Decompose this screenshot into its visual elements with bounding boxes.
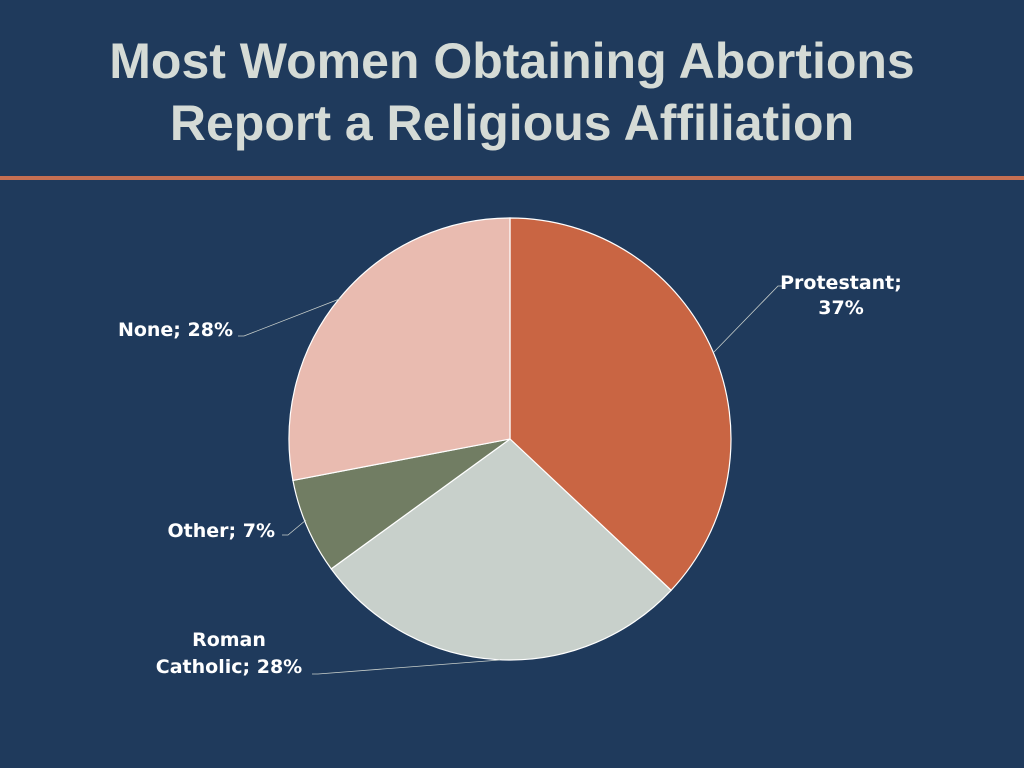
leader-line-none	[238, 297, 343, 337]
pie-slice-roman-catholic	[330, 438, 672, 661]
data-label-line: 37%	[818, 297, 863, 319]
leader-line-roman-catholic	[312, 659, 501, 675]
data-label-roman-catholic: Roman Catholic; 28%	[156, 629, 302, 678]
title-line-2: Report a Religious Affiliation	[169, 95, 855, 151]
data-label-line: Other; 7%	[168, 520, 276, 542]
leader-line-protestant	[713, 285, 784, 353]
data-label-none: None; 28%	[118, 319, 233, 341]
data-label-line: Catholic; 28%	[156, 656, 302, 678]
data-label-line: Roman	[192, 629, 266, 651]
data-label-line: Protestant;	[780, 272, 902, 294]
data-label-other: Other; 7%	[168, 520, 276, 542]
data-label-protestant: Protestant; 37%	[780, 272, 902, 319]
title-divider	[0, 176, 1024, 180]
pie-slice-none	[288, 217, 511, 482]
title-line-1: Most Women Obtaining Abortions	[109, 33, 915, 89]
pie-slice-protestant	[509, 217, 732, 592]
leader-line-other	[282, 519, 307, 536]
data-label-line: None; 28%	[118, 319, 233, 341]
slide-title: Most Women Obtaining Abortions Report a …	[0, 30, 1024, 154]
